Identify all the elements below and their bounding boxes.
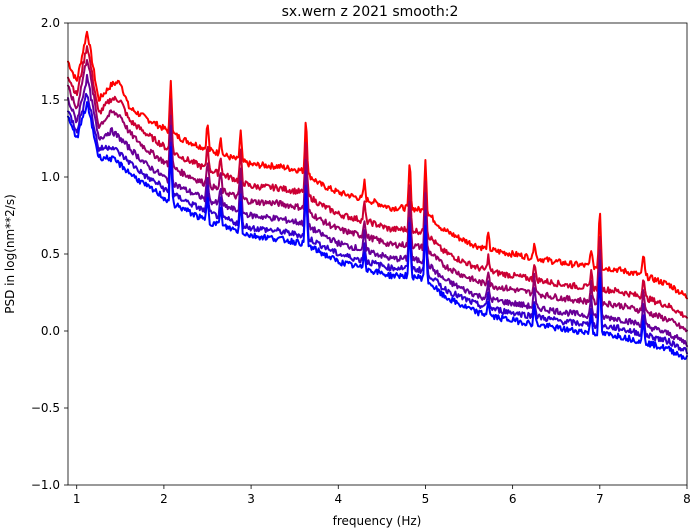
y-axis: −1.0 −0.5 0.0 0.5 1.0 1.5 2.0 bbox=[31, 16, 68, 492]
y-tick-label: 1.5 bbox=[41, 93, 60, 107]
y-axis-label: PSD in log(nm**2/s) bbox=[3, 194, 17, 314]
series-line-2 bbox=[67, 45, 688, 319]
x-tick-label: 7 bbox=[596, 492, 604, 506]
series-line-6 bbox=[67, 101, 688, 361]
y-tick-label: 2.0 bbox=[41, 16, 60, 30]
x-axis: 1 2 3 4 5 6 7 8 bbox=[73, 485, 691, 506]
x-tick-label: 3 bbox=[247, 492, 255, 506]
series-line-3 bbox=[67, 59, 688, 333]
series-line-4 bbox=[67, 73, 688, 348]
y-tick-label: 1.0 bbox=[41, 170, 60, 184]
series-line-1 bbox=[67, 30, 688, 300]
x-tick-label: 2 bbox=[160, 492, 168, 506]
chart-title: sx.wern z 2021 smooth:2 bbox=[282, 4, 459, 20]
x-tick-label: 5 bbox=[422, 492, 430, 506]
x-tick-label: 6 bbox=[509, 492, 517, 506]
x-axis-label: frequency (Hz) bbox=[333, 514, 422, 528]
y-tick-label: 0.5 bbox=[41, 247, 60, 261]
y-tick-label: −0.5 bbox=[31, 401, 60, 415]
y-tick-label: 0.0 bbox=[41, 324, 60, 338]
x-tick-label: 1 bbox=[73, 492, 81, 506]
x-tick-label: 4 bbox=[334, 492, 342, 506]
series-layer bbox=[67, 30, 688, 361]
x-tick-label: 8 bbox=[683, 492, 691, 506]
y-tick-label: −1.0 bbox=[31, 478, 60, 492]
